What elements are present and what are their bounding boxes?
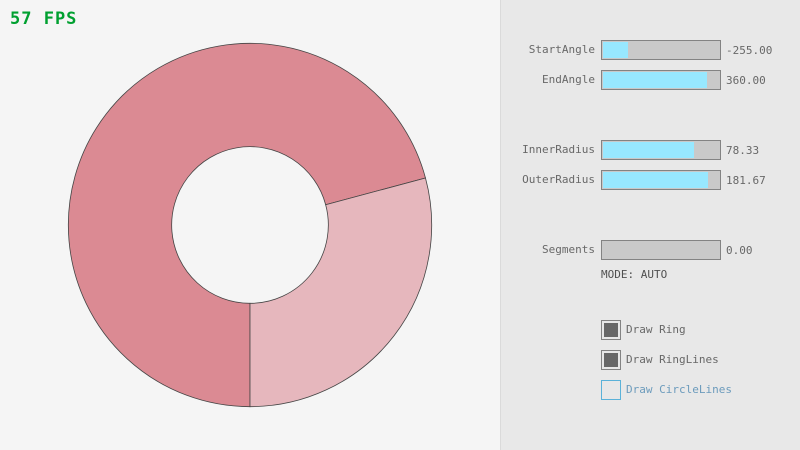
draw-ring-label[interactable]: Draw Ring bbox=[626, 323, 686, 336]
segments-label: Segments bbox=[542, 243, 595, 256]
ring-canvas bbox=[67, 42, 433, 408]
check-mark bbox=[604, 353, 618, 367]
draw-ringlines-label[interactable]: Draw RingLines bbox=[626, 353, 719, 366]
ring-segment bbox=[67, 42, 426, 408]
slider-fill bbox=[603, 172, 709, 188]
slider-fill bbox=[603, 72, 708, 88]
start-angle-label: StartAngle bbox=[528, 43, 595, 56]
end-angle-label: EndAngle bbox=[542, 73, 595, 86]
segments-slider[interactable] bbox=[601, 240, 721, 260]
fps-counter: 57 FPS bbox=[10, 9, 78, 29]
slider-fill bbox=[603, 42, 629, 58]
controls-panel: StartAngle -255.00 EndAngle 360.00 Inner… bbox=[500, 0, 800, 450]
check-mark bbox=[604, 323, 618, 337]
mode-text: MODE: AUTO bbox=[601, 268, 668, 281]
slider-fill bbox=[603, 142, 694, 158]
draw-ringlines-checkbox[interactable] bbox=[601, 350, 621, 370]
start-angle-slider[interactable] bbox=[601, 40, 721, 60]
inner-radius-label: InnerRadius bbox=[522, 143, 595, 156]
inner-radius-slider[interactable] bbox=[601, 140, 721, 160]
draw-circlelines-checkbox[interactable] bbox=[601, 380, 621, 400]
outer-radius-value: 181.67 bbox=[726, 174, 766, 187]
ring-segment bbox=[249, 177, 433, 408]
outer-radius-label: OuterRadius bbox=[522, 173, 595, 186]
end-angle-slider[interactable] bbox=[601, 70, 721, 90]
draw-ring-checkbox[interactable] bbox=[601, 320, 621, 340]
end-angle-value: 360.00 bbox=[726, 74, 766, 87]
segments-value: 0.00 bbox=[726, 244, 753, 257]
outer-radius-slider[interactable] bbox=[601, 170, 721, 190]
draw-circlelines-label[interactable]: Draw CircleLines bbox=[626, 383, 732, 396]
start-angle-value: -255.00 bbox=[726, 44, 773, 57]
inner-radius-value: 78.33 bbox=[726, 144, 760, 157]
